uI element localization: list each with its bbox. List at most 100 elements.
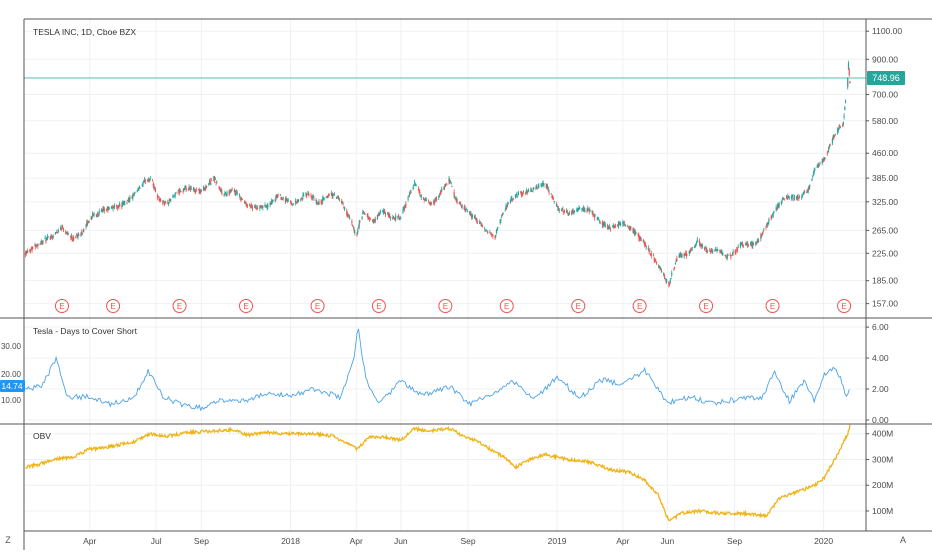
obv-pane[interactable] [25,424,851,522]
candle-body [533,187,535,189]
candle-body [599,222,601,224]
candle-body [127,200,129,201]
candle-body [124,202,126,204]
days-to-cover-pane[interactable] [25,328,850,412]
earnings-marker[interactable]: E [571,299,586,313]
earnings-marker[interactable]: E [172,299,187,313]
candle-body [301,198,303,200]
candle-body [777,204,779,209]
obv-axis-label: 200M [872,480,893,490]
candle-body [726,254,728,259]
candle-body [550,193,552,195]
candle-body [24,253,27,256]
candle-body [624,224,626,226]
candle-body [711,250,713,253]
candle-body [444,186,446,188]
earnings-marker-label: E [841,302,846,311]
candle-body [655,261,658,264]
price-axis[interactable]: 1100.00 900.00 700.00 580.00 460.00 385.00 325… [866,26,902,309]
candle-body [609,226,611,228]
candle-body [333,193,335,195]
earnings-marker-circle [310,299,325,313]
candle-body [357,227,360,229]
candle-body [328,195,330,196]
candle-body [430,202,432,205]
candle-body [108,207,111,209]
candle-body [665,279,667,282]
candle-body [808,187,810,189]
earnings-marker[interactable]: E [699,299,714,313]
obv-axis[interactable]: 400M 300M 200M 100M [866,429,893,516]
candle-body [807,188,809,192]
candle-body [425,198,427,202]
a-icon[interactable]: A [900,535,906,545]
candle-body [729,254,731,256]
candle-body [433,202,436,204]
candle-body [739,242,741,248]
candle-body [695,244,697,246]
candle-body [663,272,665,276]
candle-body [51,236,54,239]
candle-body [75,235,78,237]
earnings-marker-circle [106,299,121,313]
candle-body [223,194,225,196]
candle-body [494,235,496,239]
candle-body [126,202,128,204]
earnings-marker-label: E [576,302,581,311]
candle-body [798,196,801,198]
earnings-marker[interactable]: E [106,299,121,313]
candle-body [445,183,447,185]
earnings-marker[interactable]: E [765,299,780,313]
candle-body [826,153,828,155]
candle-body [192,188,195,190]
candle-body [449,181,452,183]
dtc-axis-right[interactable]: 6.00 4.00 2.00 0.00 [866,322,889,425]
candle-body [622,221,625,224]
candle-body [267,205,269,207]
candle-body [240,200,242,201]
candle-body [735,251,737,253]
earnings-marker[interactable]: E [310,299,325,313]
candle-body [528,190,530,192]
candle-body [149,178,151,180]
earnings-marker[interactable]: E [499,299,514,313]
candle-body [540,184,542,186]
earnings-marker[interactable]: E [632,299,647,313]
candle-body [543,183,545,185]
candle-body [284,198,287,202]
earnings-marker[interactable]: E [438,299,453,313]
time-axis[interactable]: Apr Jul Sep 2018 Apr Jun Sep 2019 Apr Jun Sep 2020 [83,536,833,546]
time-axis-label: Apr [83,536,96,546]
candle-body [392,216,395,218]
candle-body [143,181,145,183]
candle-body [281,198,283,200]
candle-body [438,194,441,196]
candle-body [721,251,723,255]
z-icon[interactable]: Z [5,535,11,545]
candle-body [614,225,616,228]
candle-body [491,234,493,236]
candle-body [257,207,259,209]
candle-body [653,257,655,261]
candle-body [343,207,345,209]
earnings-marker[interactable]: E [54,299,69,313]
candle-body [170,199,172,201]
candle-body [639,237,641,241]
candle-body [694,246,696,248]
candle-body [149,180,151,181]
candle-body [760,233,763,237]
candle-body [456,199,458,204]
candle-body [649,250,651,252]
candle-body [757,239,759,242]
candle-body [216,182,218,184]
earnings-marker[interactable]: E [371,299,386,313]
candle-body [561,208,563,210]
earnings-marker[interactable]: E [239,299,254,313]
candle-body [348,215,350,217]
candle-body [450,182,452,184]
earnings-marker[interactable]: E [837,299,852,313]
